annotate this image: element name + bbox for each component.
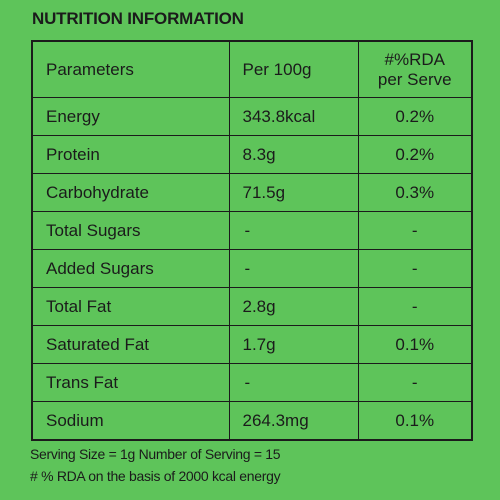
table-row: Trans Fat - - (31, 363, 473, 402)
row-parameter: Saturated Fat (31, 325, 230, 364)
row-parameter: Added Sugars (31, 249, 230, 288)
row-parameter: Sodium (31, 401, 230, 441)
nutrition-table: Parameters Per 100g #%RDA per Serve Ener… (31, 40, 473, 441)
rda-basis-footnote: # % RDA on the basis of 2000 kcal energy (30, 468, 281, 484)
row-parameter: Trans Fat (31, 363, 230, 402)
table-row: Total Fat 2.8g - (31, 287, 473, 326)
row-rda: 0.1% (357, 401, 473, 441)
table-row: Added Sugars - - (31, 249, 473, 288)
row-per-100g: 264.3mg (228, 401, 359, 441)
serving-footnote: Serving Size = 1g Number of Serving = 15 (30, 446, 281, 462)
table-row: Total Sugars - - (31, 211, 473, 250)
row-per-100g: 343.8kcal (228, 97, 359, 136)
row-rda: 0.2% (357, 97, 473, 136)
table-row: Energy 343.8kcal 0.2% (31, 97, 473, 136)
row-parameter: Protein (31, 135, 230, 174)
table-row: Protein 8.3g 0.2% (31, 135, 473, 174)
table-row: Carbohydrate 71.5g 0.3% (31, 173, 473, 212)
header-per-100g: Per 100g (228, 40, 359, 98)
row-rda: - (357, 249, 473, 288)
row-per-100g: - (228, 249, 359, 288)
row-per-100g: 1.7g (228, 325, 359, 364)
row-per-100g: - (228, 211, 359, 250)
header-parameters: Parameters (31, 40, 230, 98)
header-rda-line2: per Serve (377, 69, 452, 89)
page-title: NUTRITION INFORMATION (32, 9, 244, 28)
row-rda: - (357, 211, 473, 250)
row-per-100g: 71.5g (228, 173, 359, 212)
row-parameter: Energy (31, 97, 230, 136)
row-rda: - (357, 287, 473, 326)
header-rda-line1: #%RDA (384, 49, 445, 69)
row-per-100g: - (228, 363, 359, 402)
row-rda: 0.1% (357, 325, 473, 364)
row-parameter: Total Sugars (31, 211, 230, 250)
row-rda: - (357, 363, 473, 402)
row-parameter: Total Fat (31, 287, 230, 326)
row-rda: 0.3% (357, 173, 473, 212)
table-row: Saturated Fat 1.7g 0.1% (31, 325, 473, 364)
row-per-100g: 2.8g (228, 287, 359, 326)
header-rda: #%RDA per Serve (357, 40, 473, 98)
row-parameter: Carbohydrate (31, 173, 230, 212)
table-row: Sodium 264.3mg 0.1% (31, 401, 473, 441)
row-per-100g: 8.3g (228, 135, 359, 174)
row-rda: 0.2% (357, 135, 473, 174)
table-header-row: Parameters Per 100g #%RDA per Serve (31, 40, 473, 98)
